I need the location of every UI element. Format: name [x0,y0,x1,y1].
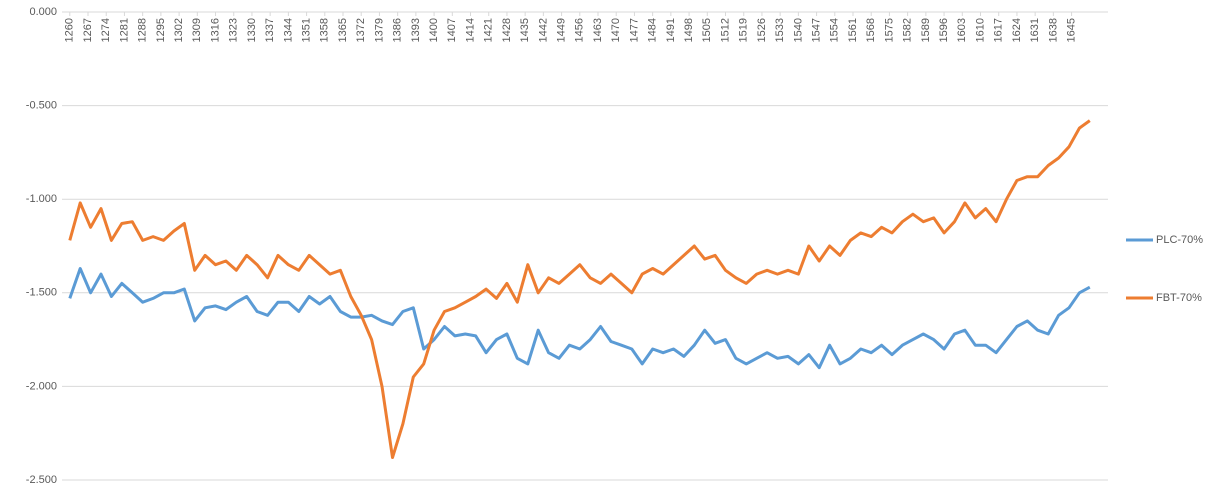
x-tick-label: 1512 [719,18,731,42]
x-tick-label: 1589 [920,18,932,42]
x-tick-label: 1547 [810,18,822,42]
x-tick-label: 1568 [865,18,877,42]
x-tick-label: 1365 [337,18,349,42]
x-tick-label: 1484 [647,18,659,42]
x-tick-label: 1421 [483,18,495,42]
x-tick-label: 1295 [155,18,167,42]
x-tick-label: 1540 [792,18,804,42]
x-tick-label: 1330 [246,18,258,42]
x-tick-label: 1561 [847,18,859,42]
x-tick-label: 1582 [902,18,914,42]
x-tick-label: 1372 [355,18,367,42]
x-tick-label: 1610 [974,18,986,42]
x-tick-label: 1274 [100,18,112,42]
x-tick-label: 1519 [738,18,750,42]
x-tick-label: 1323 [228,18,240,42]
x-tick-label: 1393 [410,18,422,42]
x-tick-label: 1505 [701,18,713,42]
x-tick-label: 1477 [628,18,640,42]
y-tick-label: -0.500 [26,100,57,112]
x-tick-label: 1337 [264,18,276,42]
x-tick-label: 1442 [537,18,549,42]
x-tick-label: 1379 [373,18,385,42]
x-tick-label: 1533 [774,18,786,42]
y-tick-label: 0.000 [29,6,57,18]
line-series [68,119,1091,459]
x-tick-label: 1449 [555,18,567,42]
x-tick-label: 1491 [665,18,677,42]
x-tick-label: 1288 [137,18,149,42]
legend-label: FBT-70% [1156,292,1202,304]
x-tick-label: 1414 [464,18,476,42]
x-tick-label: 1554 [829,18,841,42]
x-tick-label: 1645 [1065,18,1077,42]
line-series [68,267,1091,370]
x-tick-label: 1526 [756,18,768,42]
x-tick-label: 1281 [118,18,130,42]
y-tick-label: -2.000 [26,380,57,392]
x-tick-label: 1428 [501,18,513,42]
y-tick-label: -1.500 [26,287,57,299]
x-tick-label: 1302 [173,18,185,42]
x-tick-label: 1575 [883,18,895,42]
x-tick-label: 1456 [574,18,586,42]
x-tick-label: 1624 [1011,18,1023,42]
y-tick-label: -1.000 [26,193,57,205]
x-tick-label: 1617 [993,18,1005,42]
y-tick-label: -2.500 [26,474,57,486]
x-tick-label: 1498 [683,18,695,42]
x-tick-label: 1603 [956,18,968,42]
x-tick-label: 1463 [592,18,604,42]
x-tick-label: 1386 [392,18,404,42]
x-tick-label: 1435 [519,18,531,42]
x-tick-label: 1596 [938,18,950,42]
x-tick-label: 1400 [428,18,440,42]
x-tick-label: 1638 [1047,18,1059,42]
x-tick-label: 1316 [209,18,221,42]
x-tick-label: 1260 [64,18,76,42]
x-tick-label: 1351 [300,18,312,42]
x-tick-label: 1267 [82,18,94,42]
x-tick-label: 1344 [282,18,294,42]
x-tick-label: 1631 [1029,18,1041,42]
x-tick-label: 1470 [610,18,622,42]
x-tick-label: 1358 [319,18,331,42]
legend-label: PLC-70% [1156,234,1203,246]
x-tick-label: 1407 [446,18,458,42]
x-tick-label: 1309 [191,18,203,42]
